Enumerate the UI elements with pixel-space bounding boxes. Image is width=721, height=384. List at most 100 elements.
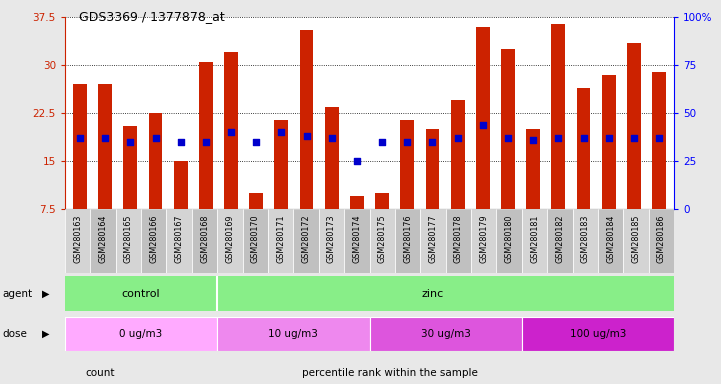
Bar <box>293 209 319 273</box>
Text: GDS3369 / 1377878_at: GDS3369 / 1377878_at <box>79 10 225 23</box>
Bar <box>115 209 141 273</box>
Point <box>74 135 86 141</box>
Bar <box>471 209 497 273</box>
Bar <box>319 209 344 273</box>
Text: GSM280186: GSM280186 <box>657 214 666 263</box>
Bar <box>90 209 115 273</box>
Bar <box>425 129 439 209</box>
Bar <box>446 209 471 273</box>
Text: 10 ug/m3: 10 ug/m3 <box>268 329 318 339</box>
Point <box>527 137 539 143</box>
Text: GSM280174: GSM280174 <box>353 214 361 263</box>
Bar <box>624 209 649 273</box>
Bar <box>224 53 238 209</box>
Bar <box>627 43 641 209</box>
Bar <box>369 209 395 273</box>
Bar <box>552 24 565 209</box>
Text: zinc: zinc <box>422 289 444 299</box>
Text: GSM280179: GSM280179 <box>479 214 488 263</box>
Text: GSM280173: GSM280173 <box>327 214 336 263</box>
Point <box>200 139 212 145</box>
Text: control: control <box>122 289 160 299</box>
Bar <box>149 113 162 209</box>
Bar <box>98 84 112 209</box>
Text: agent: agent <box>2 289 32 299</box>
Point <box>628 135 640 141</box>
Bar <box>141 209 167 273</box>
Point <box>150 135 162 141</box>
Bar <box>395 209 420 273</box>
Bar <box>649 209 674 273</box>
Point <box>552 135 564 141</box>
Bar <box>167 209 192 273</box>
Text: GSM280178: GSM280178 <box>454 214 463 263</box>
Bar <box>547 209 572 273</box>
Text: GSM280168: GSM280168 <box>200 214 209 263</box>
Text: GSM280169: GSM280169 <box>226 214 234 263</box>
Bar <box>501 49 515 209</box>
Bar <box>242 209 268 273</box>
Text: GSM280172: GSM280172 <box>301 214 311 263</box>
Bar <box>350 197 364 209</box>
Point <box>376 139 388 145</box>
Point <box>503 135 514 141</box>
Bar <box>325 107 339 209</box>
Bar <box>526 129 540 209</box>
Point <box>301 133 312 139</box>
Text: GSM280177: GSM280177 <box>428 214 438 263</box>
Text: GSM280170: GSM280170 <box>251 214 260 263</box>
Bar <box>522 209 547 273</box>
Bar <box>522 317 674 351</box>
Point <box>402 139 413 145</box>
Point <box>351 158 363 164</box>
Bar <box>400 120 414 209</box>
Bar <box>192 209 217 273</box>
Text: GSM280182: GSM280182 <box>555 214 565 263</box>
Bar <box>451 101 464 209</box>
Text: GSM280166: GSM280166 <box>149 214 158 263</box>
Bar <box>652 72 666 209</box>
Bar <box>217 317 369 351</box>
Bar <box>249 193 263 209</box>
Text: percentile rank within the sample: percentile rank within the sample <box>302 367 478 378</box>
Point <box>578 135 589 141</box>
Bar <box>577 88 590 209</box>
Text: GSM280175: GSM280175 <box>378 214 386 263</box>
Point <box>275 129 287 136</box>
Text: GSM280171: GSM280171 <box>276 214 286 263</box>
Point <box>225 129 236 136</box>
Bar <box>217 209 242 273</box>
Bar <box>73 84 87 209</box>
Text: ▶: ▶ <box>42 289 49 299</box>
Text: GSM280185: GSM280185 <box>632 214 640 263</box>
Text: GSM280176: GSM280176 <box>403 214 412 263</box>
Bar <box>598 209 624 273</box>
Text: GSM280165: GSM280165 <box>124 214 133 263</box>
Bar <box>300 30 314 209</box>
Bar <box>344 209 369 273</box>
Text: GSM280163: GSM280163 <box>73 214 82 263</box>
Text: GSM280183: GSM280183 <box>581 214 590 263</box>
Point <box>99 135 111 141</box>
Text: 0 ug/m3: 0 ug/m3 <box>120 329 163 339</box>
Point <box>125 139 136 145</box>
Bar <box>476 27 490 209</box>
Bar <box>572 209 598 273</box>
Text: GSM280167: GSM280167 <box>174 214 184 263</box>
Bar <box>199 62 213 209</box>
Text: count: count <box>86 367 115 378</box>
Bar <box>375 193 389 209</box>
Text: GSM280180: GSM280180 <box>505 214 513 263</box>
Text: ▶: ▶ <box>42 329 49 339</box>
Point <box>603 135 614 141</box>
Bar <box>65 209 90 273</box>
Point <box>250 139 262 145</box>
Point <box>452 135 464 141</box>
Bar <box>420 209 446 273</box>
Bar <box>369 317 522 351</box>
Bar <box>65 317 217 351</box>
Point <box>477 122 489 128</box>
Point <box>326 135 337 141</box>
Bar <box>497 209 522 273</box>
Text: GSM280181: GSM280181 <box>530 214 539 263</box>
